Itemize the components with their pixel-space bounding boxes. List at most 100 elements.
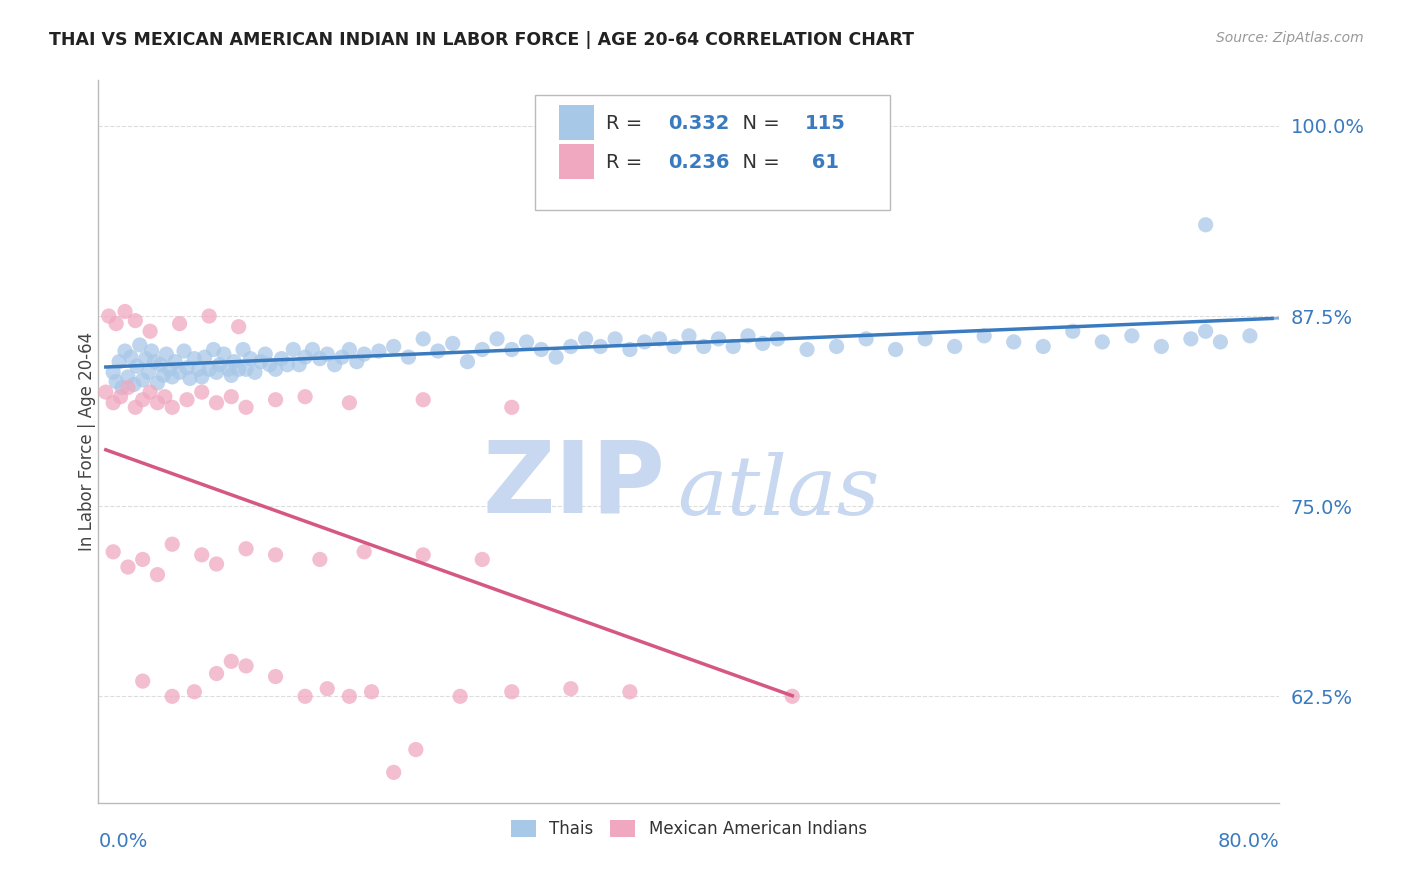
Point [270,351,292,366]
Point [264,548,287,562]
Point [122,377,145,392]
Text: 0.0%: 0.0% [98,831,148,851]
Point [316,681,339,696]
Point [162,370,183,384]
Point [183,685,205,699]
Point [1195,218,1218,232]
Point [276,358,298,372]
Point [141,344,163,359]
Point [589,339,612,353]
Point [108,354,131,368]
Point [825,339,848,353]
Point [239,351,262,366]
Point [353,347,375,361]
Point [224,354,246,368]
Point [128,338,150,352]
Text: THAI VS MEXICAN AMERICAN INDIAN IN LABOR FORCE | AGE 20-64 CORRELATION CHART: THAI VS MEXICAN AMERICAN INDIAN IN LABOR… [49,31,914,49]
Point [228,319,250,334]
Point [264,669,287,683]
Point [202,343,225,357]
Point [264,362,287,376]
Point [155,347,177,361]
Point [516,334,538,349]
Point [250,354,273,368]
Point [501,343,523,357]
Point [146,567,169,582]
Point [114,344,136,359]
Point [619,343,641,357]
Point [117,380,139,394]
Point [693,339,716,353]
Point [309,351,332,366]
Text: 0.332: 0.332 [668,113,730,133]
Point [339,690,361,704]
Point [183,351,205,366]
Point [173,344,195,359]
Point [855,332,877,346]
Text: 0.236: 0.236 [668,153,730,171]
Point [398,350,420,364]
Point [346,354,368,368]
Point [111,380,134,394]
Point [232,343,254,357]
Point [546,350,568,364]
Point [501,401,523,415]
Legend: Thais, Mexican American Indians: Thais, Mexican American Indians [505,814,873,845]
Point [157,362,180,376]
Point [382,339,405,353]
FancyBboxPatch shape [560,144,595,178]
Point [169,317,191,331]
Point [471,343,494,357]
Point [884,343,907,357]
Point [235,541,257,556]
Point [103,545,125,559]
Point [205,557,228,571]
Point [530,343,553,357]
Point [619,685,641,699]
Point [198,309,221,323]
Point [254,347,277,361]
Point [191,385,214,400]
Point [309,552,332,566]
Point [1209,334,1232,349]
Point [94,385,117,400]
Point [97,309,120,323]
Point [205,365,228,379]
Point [678,328,700,343]
Point [737,328,759,343]
Point [138,365,160,379]
Point [782,690,804,704]
Point [486,332,509,346]
Point [360,685,382,699]
Text: ZIP: ZIP [482,436,665,533]
Point [235,362,257,376]
Y-axis label: In Labor Force | Age 20-64: In Labor Force | Age 20-64 [79,332,96,551]
Point [943,339,966,353]
Point [634,334,657,349]
Point [412,392,434,407]
Text: 80.0%: 80.0% [1218,831,1279,851]
Point [723,339,745,353]
Point [105,375,128,389]
Text: R =: R = [606,113,648,133]
Text: 61: 61 [804,153,839,171]
Point [135,351,157,366]
Point [235,401,257,415]
Point [124,313,146,327]
Text: atlas: atlas [678,452,880,533]
Point [221,368,243,383]
Point [1032,339,1054,353]
Point [208,358,231,372]
Point [259,358,281,372]
Point [294,390,316,404]
Point [412,548,434,562]
Point [162,537,183,551]
Point [339,343,361,357]
Point [1091,334,1114,349]
Point [283,343,305,357]
Point [323,358,346,372]
Point [139,385,162,400]
Point [149,358,172,372]
Point [120,350,142,364]
Point [1002,334,1025,349]
